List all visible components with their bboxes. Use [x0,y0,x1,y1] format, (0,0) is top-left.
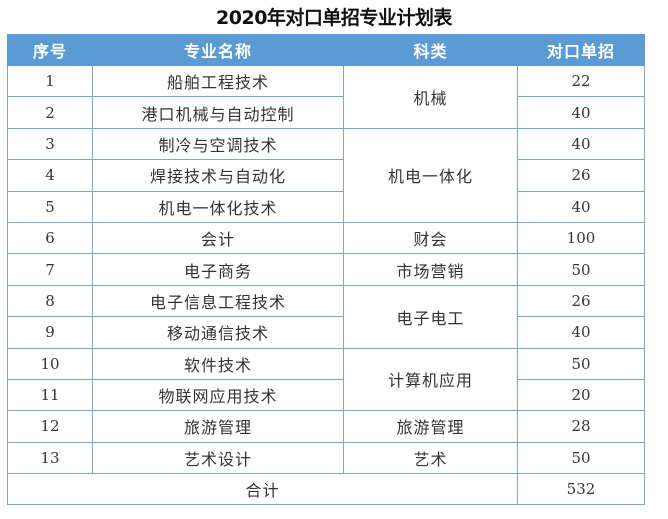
serial-number: 11 [7,378,93,412]
table-row: 1 船舶工程技术 机械 22 [7,64,645,129]
table-header-row: 序号 专业名称 科类 对口单招 [7,34,645,66]
serial-number: 2 [7,96,93,129]
serial-number: 5 [7,190,93,223]
table-row: 8 电子信息工程技术 电子电工 26 [7,284,645,349]
major-name: 机电一体化技术 [92,190,344,223]
serial-number: 12 [7,410,93,443]
quota: 28 [517,410,645,443]
major-name: 移动通信技术 [92,316,344,349]
total-row: 合计 532 [7,473,645,506]
table-row: 2 港口机械与自动控制 40 [7,96,645,129]
quota: 26 [517,159,645,192]
table-row: 5 机电一体化技术 40 [7,190,645,223]
table-row: 10 软件技术 计算机应用 50 [7,347,645,412]
major-name: 艺术设计 [92,441,344,475]
table-row: 9 移动通信技术 40 [7,316,645,349]
enrollment-plan-table: 序号 专业名称 科类 对口单招 1 船舶工程技术 机械 22 2 港口机械与自动… [7,34,645,506]
major-name: 电子信息工程技术 [92,284,344,318]
category: 旅游管理 [343,410,518,443]
major-name: 船舶工程技术 [92,64,344,98]
major-name: 会计 [92,221,344,255]
table-row: 12 旅游管理 旅游管理 28 [7,410,645,443]
major-name: 电子商务 [92,253,344,286]
serial-number: 9 [7,316,93,349]
quota: 40 [517,127,645,161]
header-quota: 对口单招 [517,34,645,66]
major-name: 软件技术 [92,347,344,380]
quota: 40 [517,316,645,349]
category: 艺术 [343,441,518,475]
category: 财会 [343,221,518,255]
quota: 40 [517,96,645,129]
serial-number: 8 [7,284,93,318]
page-title: 2020年对口单招专业计划表 [216,7,452,29]
quota: 40 [517,190,645,223]
table-row: 4 焊接技术与自动化 26 [7,159,645,192]
major-name: 物联网应用技术 [92,378,344,412]
table-row: 11 物联网应用技术 20 [7,378,645,412]
header-major-name: 专业名称 [92,34,344,66]
serial-number: 6 [7,221,93,255]
quota: 100 [517,221,645,255]
quota: 20 [517,378,645,412]
major-name: 焊接技术与自动化 [92,159,344,192]
total-value: 532 [517,473,645,506]
category: 市场营销 [343,253,518,286]
table-row: 7 电子商务 市场营销 50 [7,253,645,286]
table-row: 3 制冷与空调技术 机电一体化 40 [7,127,645,223]
serial-number: 13 [7,441,93,475]
serial-number: 1 [7,64,93,98]
serial-number: 7 [7,253,93,286]
table-row: 6 会计 财会 100 [7,221,645,255]
category: 电子电工 [343,284,518,349]
quota: 22 [517,64,645,98]
category: 机电一体化 [343,127,518,223]
quota: 50 [517,253,645,286]
total-label: 合计 [7,473,518,506]
header-category: 科类 [343,34,518,66]
serial-number: 3 [7,127,93,161]
major-name: 旅游管理 [92,410,344,443]
major-name: 港口机械与自动控制 [92,96,344,129]
category: 计算机应用 [343,347,518,412]
serial-number: 4 [7,159,93,192]
serial-number: 10 [7,347,93,380]
quota: 26 [517,284,645,318]
header-serial-number: 序号 [7,34,93,66]
quota: 50 [517,347,645,380]
quota: 50 [517,441,645,475]
table-row: 13 艺术设计 艺术 50 [7,441,645,475]
category: 机械 [343,65,518,129]
major-name: 制冷与空调技术 [92,127,344,161]
